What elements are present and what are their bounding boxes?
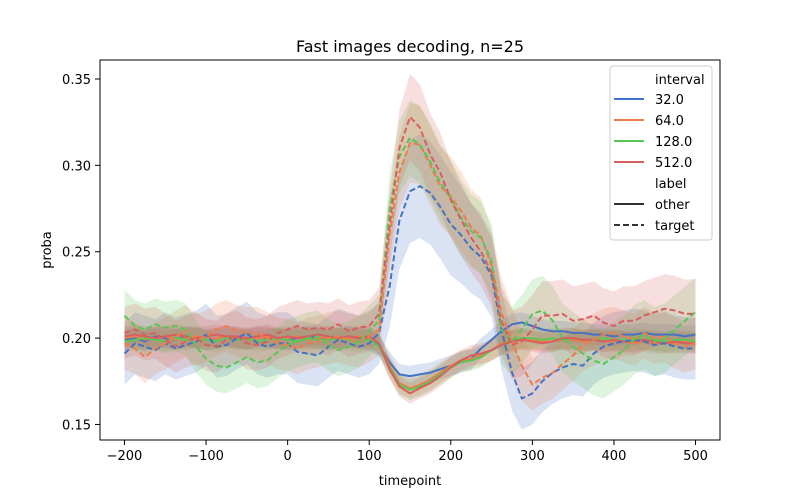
y-tick-label: 0.15	[62, 418, 91, 433]
x-tick-label: 400	[602, 449, 627, 464]
x-tick-label: 0	[283, 449, 291, 464]
legend: interval 32.0 64.0 128.0 512.0 label oth…	[609, 65, 713, 241]
x-tick-label: 300	[520, 449, 545, 464]
legend-box	[609, 65, 713, 241]
line-64-target	[124, 141, 696, 386]
x-tick-label: −100	[188, 449, 224, 464]
band-512-other	[124, 324, 696, 404]
x-tick-label: 500	[683, 449, 708, 464]
x-axis-label: timepoint	[379, 474, 442, 489]
y-tick-label: 0.30	[62, 159, 91, 174]
legend-label-other: other	[655, 198, 690, 213]
band-128-target	[124, 99, 696, 399]
legend-style-title: label	[655, 177, 686, 192]
y-tick-label: 0.35	[62, 73, 91, 88]
band-32-target	[124, 134, 696, 430]
line-128-target	[123, 136, 697, 369]
y-tick-label: 0.20	[62, 332, 91, 347]
x-tick-label: 100	[357, 449, 382, 464]
line-32-target	[123, 185, 696, 400]
legend-label-32: 32.0	[655, 93, 684, 108]
band-128-other	[124, 327, 696, 401]
y-axis: 0.15 0.20 0.25 0.30 0.35	[62, 73, 100, 433]
legend-label-64: 64.0	[655, 114, 684, 129]
x-tick-label: −200	[107, 449, 143, 464]
line-512-other	[124, 333, 696, 395]
line-128-other	[124, 337, 696, 391]
series-lines	[123, 116, 697, 400]
legend-hue-title: interval	[655, 73, 705, 88]
legend-label-128: 128.0	[655, 135, 692, 150]
y-axis-label: proba	[40, 231, 55, 268]
x-axis: −200 −100 0 100 200 300 400 500	[107, 440, 708, 464]
x-tick-label: 200	[438, 449, 463, 464]
plot-frame	[99, 59, 721, 441]
band-512-target	[124, 73, 696, 380]
band-64-other	[124, 326, 696, 399]
legend-label-target: target	[655, 219, 695, 234]
legend-label-512: 512.0	[655, 156, 692, 171]
chart-title: Fast images decoding, n=25	[296, 37, 524, 56]
y-tick-label: 0.25	[62, 246, 91, 261]
